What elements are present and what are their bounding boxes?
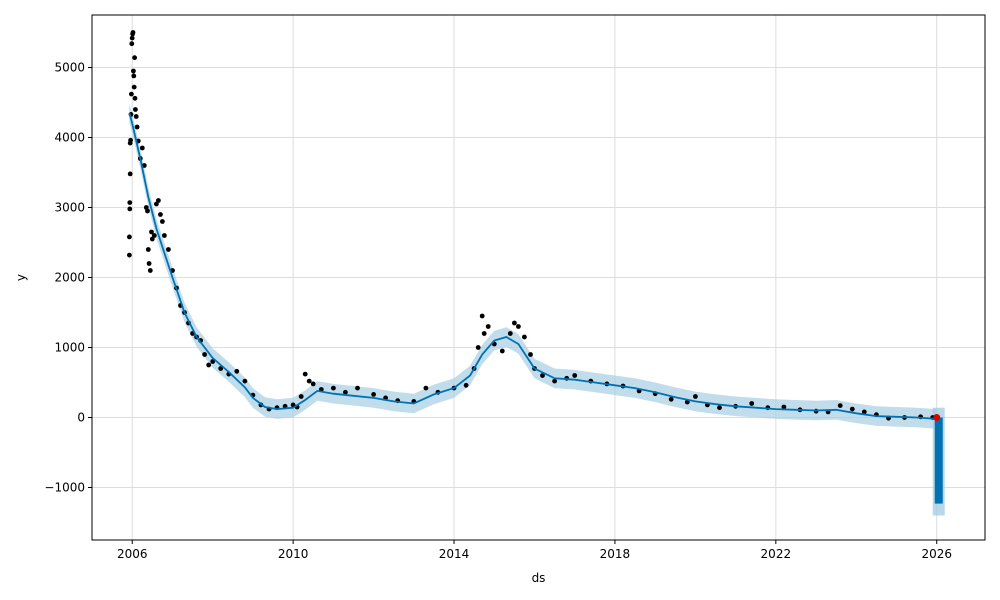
observed-point bbox=[485, 324, 491, 329]
observed-point bbox=[343, 389, 348, 395]
observed-point bbox=[133, 114, 139, 119]
observed-point bbox=[128, 137, 134, 143]
observed-point bbox=[149, 236, 155, 242]
last-point-marker bbox=[933, 414, 941, 421]
observed-point bbox=[572, 373, 578, 378]
observed-point bbox=[463, 382, 469, 388]
observed-point bbox=[479, 313, 485, 319]
observed-point bbox=[158, 212, 163, 217]
observed-point bbox=[131, 68, 136, 74]
observed-point bbox=[371, 392, 376, 397]
observed-point bbox=[861, 409, 867, 415]
observed-point bbox=[151, 233, 157, 238]
x-axis-ticks: 2006 2010 2014 2018 2022 2026 bbox=[117, 540, 952, 561]
observed-point bbox=[423, 385, 429, 391]
last-observed-point bbox=[933, 414, 941, 421]
observed-point bbox=[141, 163, 147, 168]
observed-point bbox=[146, 261, 152, 266]
observed-point bbox=[126, 234, 132, 240]
observed-point bbox=[481, 331, 487, 336]
y-tick-label: 0 bbox=[77, 411, 85, 425]
observed-point bbox=[160, 219, 165, 224]
forecast-spike-bar bbox=[934, 417, 943, 504]
observed-point bbox=[132, 95, 138, 101]
observed-point bbox=[134, 124, 140, 130]
observed-point bbox=[131, 84, 137, 90]
forecast-spike bbox=[934, 417, 943, 504]
observed-point bbox=[849, 406, 855, 412]
observed-point bbox=[837, 403, 843, 408]
observed-point bbox=[210, 359, 216, 364]
y-tick-label: 2000 bbox=[54, 271, 85, 285]
x-axis-label: ds bbox=[532, 571, 546, 585]
observed-point bbox=[156, 198, 161, 203]
x-tick-label: 2010 bbox=[278, 547, 309, 561]
observed-point bbox=[218, 366, 224, 371]
observed-point bbox=[331, 385, 336, 391]
observed-point bbox=[306, 378, 312, 384]
observed-point bbox=[162, 233, 167, 238]
observed-point bbox=[139, 145, 145, 151]
y-axis-label: y bbox=[14, 274, 28, 281]
observed-point bbox=[298, 394, 304, 399]
y-tick-label: 1000 bbox=[54, 341, 85, 355]
observed-point bbox=[130, 30, 136, 35]
x-tick-label: 2022 bbox=[761, 547, 792, 561]
observed-point bbox=[126, 252, 132, 258]
observed-point bbox=[127, 171, 133, 177]
observed-point bbox=[552, 378, 557, 384]
observed-point bbox=[475, 345, 481, 350]
observed-point bbox=[131, 73, 137, 79]
observed-point bbox=[202, 352, 208, 357]
observed-point bbox=[355, 385, 360, 391]
uncertainty-band-area bbox=[129, 103, 937, 429]
forecast-line bbox=[128, 112, 937, 420]
forecast-line-path bbox=[128, 112, 937, 420]
observed-point bbox=[302, 371, 308, 377]
y-tick-label: −1000 bbox=[44, 481, 85, 495]
observed-point bbox=[717, 405, 722, 411]
x-tick-label: 2006 bbox=[117, 547, 148, 561]
observed-point bbox=[145, 208, 150, 214]
observed-point bbox=[129, 91, 134, 97]
observed-point bbox=[507, 331, 513, 336]
observed-point bbox=[206, 362, 212, 368]
x-tick-label: 2014 bbox=[439, 547, 470, 561]
observed-point bbox=[749, 401, 755, 406]
observed-point bbox=[310, 381, 316, 387]
observed-point bbox=[133, 107, 138, 112]
observed-point bbox=[781, 404, 787, 410]
observed-point bbox=[132, 55, 138, 61]
observed-point bbox=[129, 41, 135, 47]
observed-point bbox=[129, 35, 135, 41]
observed-point bbox=[540, 373, 545, 378]
observed-point bbox=[127, 206, 133, 212]
observed-point bbox=[528, 352, 533, 357]
y-axis-ticks: −1000 0 1000 2000 3000 4000 5000 bbox=[44, 61, 92, 495]
observed-point bbox=[499, 348, 505, 354]
observed-point bbox=[522, 334, 527, 340]
observed-point bbox=[668, 396, 674, 402]
y-tick-label: 3000 bbox=[54, 201, 85, 215]
observed-point bbox=[149, 229, 154, 235]
y-tick-label: 4000 bbox=[54, 131, 85, 145]
observed-point bbox=[147, 268, 153, 273]
observed-point bbox=[684, 399, 690, 405]
observed-point bbox=[127, 200, 133, 206]
observed-point bbox=[693, 394, 698, 399]
observed-point bbox=[242, 378, 248, 384]
observed-point bbox=[166, 247, 171, 252]
x-tick-label: 2018 bbox=[600, 547, 631, 561]
observed-point bbox=[234, 368, 240, 374]
x-tick-label: 2026 bbox=[921, 547, 952, 561]
y-tick-label: 5000 bbox=[54, 61, 85, 75]
observed-point bbox=[516, 324, 521, 329]
observed-point bbox=[145, 247, 151, 252]
observed-point bbox=[512, 320, 517, 326]
grid-lines bbox=[92, 15, 985, 540]
observed-point bbox=[154, 201, 159, 207]
